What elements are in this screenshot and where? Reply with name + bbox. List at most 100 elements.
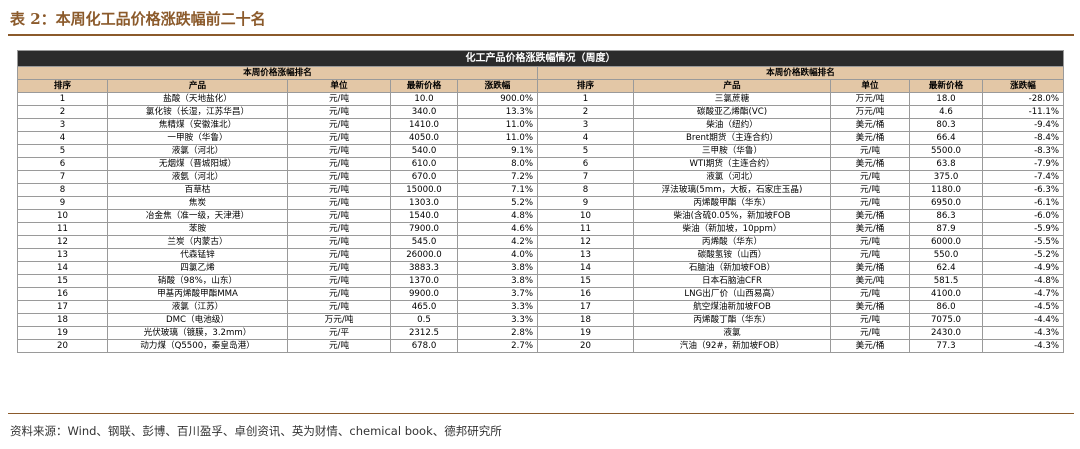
col-header-price: 最新价格 bbox=[909, 79, 983, 93]
rise-rank-cell: 6 bbox=[17, 157, 108, 171]
fall-product-cell: 丙烯酸（华东） bbox=[633, 235, 831, 249]
table-row: 5 液氯（河北） 元/吨 540.0 9.1% 5 三甲胺（华鲁） 元/吨 5500.0 -8.3… bbox=[17, 144, 1064, 158]
fall-price-cell: 7075.0 bbox=[909, 313, 983, 327]
col-header-change: 涨跌幅 bbox=[457, 79, 538, 93]
fall-change-cell: -7.4% bbox=[982, 170, 1064, 184]
fall-unit-cell: 元/吨 bbox=[830, 235, 910, 249]
fall-price-cell: 2430.0 bbox=[909, 326, 983, 340]
rise-unit-cell: 万元/吨 bbox=[287, 313, 391, 327]
rise-rank-cell: 7 bbox=[17, 170, 108, 184]
rise-rank-cell: 5 bbox=[17, 144, 108, 158]
page-title: 表 2：本周化工品价格涨跌幅前二十名 bbox=[10, 10, 266, 28]
table-row: 7 液氨（河北） 元/吨 670.0 7.2% 7 液氯（河北） 元/吨 375.0 -7.4% bbox=[17, 170, 1064, 184]
rise-unit-cell: 元/吨 bbox=[287, 287, 391, 301]
table-row: 14 四氯乙烯 元/吨 3883.3 3.8% 14 石脑油（新加坡FOB） 美元/桶 62.4… bbox=[17, 261, 1064, 275]
fall-change-cell: -9.4% bbox=[982, 118, 1064, 132]
rise-price-cell: 7900.0 bbox=[390, 222, 458, 236]
rise-price-cell: 545.0 bbox=[390, 235, 458, 249]
fall-product-cell: 丙烯酸丁酯（华东） bbox=[633, 313, 831, 327]
rise-change-cell: 3.3% bbox=[457, 313, 538, 327]
rise-rank-cell: 10 bbox=[17, 209, 108, 223]
rise-unit-cell: 元/吨 bbox=[287, 339, 391, 353]
table-row: 17 液氯（江苏） 元/吨 465.0 3.3% 17 航空煤油新加坡FOB 美元/桶 86.0… bbox=[17, 300, 1064, 314]
fall-change-cell: -8.4% bbox=[982, 131, 1064, 145]
fall-change-cell: -7.9% bbox=[982, 157, 1064, 171]
title-divider bbox=[8, 34, 1074, 36]
source-note: 资料来源：Wind、钢联、彭博、百川盈孚、卓创资讯、英为财情、chemical … bbox=[10, 424, 502, 438]
fall-rank-cell: 10 bbox=[537, 209, 634, 223]
fall-unit-cell: 元/吨 bbox=[830, 313, 910, 327]
fall-rank-cell: 19 bbox=[537, 326, 634, 340]
fall-product-cell: 液氯（河北） bbox=[633, 170, 831, 184]
rise-price-cell: 4050.0 bbox=[390, 131, 458, 145]
fall-price-cell: 1180.0 bbox=[909, 183, 983, 197]
rise-price-cell: 540.0 bbox=[390, 144, 458, 158]
rise-rank-cell: 3 bbox=[17, 118, 108, 132]
fall-change-cell: -11.1% bbox=[982, 105, 1064, 119]
rise-price-cell: 1370.0 bbox=[390, 274, 458, 288]
rise-product-cell: 液氯（河北） bbox=[107, 144, 288, 158]
table-row: 12 兰炭（内蒙古） 元/吨 545.0 4.2% 12 丙烯酸（华东） 元/吨 6000.0-… bbox=[17, 235, 1064, 249]
rise-unit-cell: 元/平 bbox=[287, 326, 391, 340]
rise-change-cell: 2.7% bbox=[457, 339, 538, 353]
fall-price-cell: 66.4 bbox=[909, 131, 983, 145]
fall-change-cell: -5.5% bbox=[982, 235, 1064, 249]
table-row: 10 冶金焦（准一级，天津港） 元/吨 1540.0 4.8% 10 柴油(含硫0.05%，… bbox=[17, 209, 1064, 223]
col-header-product: 产品 bbox=[107, 79, 288, 93]
table-title-row: 化工产品价格涨跌幅情况（周度） bbox=[17, 50, 1064, 67]
rise-product-cell: 苯胺 bbox=[107, 222, 288, 236]
fall-change-cell: -6.3% bbox=[982, 183, 1064, 197]
rise-unit-cell: 元/吨 bbox=[287, 118, 391, 132]
rise-product-cell: 动力煤（Q5500，秦皇岛港） bbox=[107, 339, 288, 353]
rise-rank-cell: 16 bbox=[17, 287, 108, 301]
rise-change-cell: 5.2% bbox=[457, 196, 538, 210]
fall-product-cell: 柴油（新加坡，10ppm） bbox=[633, 222, 831, 236]
rise-unit-cell: 元/吨 bbox=[287, 157, 391, 171]
col-header-product: 产品 bbox=[633, 79, 831, 93]
fall-price-cell: 63.8 bbox=[909, 157, 983, 171]
fall-product-cell: 汽油（92#，新加坡FOB） bbox=[633, 339, 831, 353]
rise-product-cell: 液氯（江苏） bbox=[107, 300, 288, 314]
fall-rank-cell: 13 bbox=[537, 248, 634, 262]
rise-change-cell: 11.0% bbox=[457, 131, 538, 145]
fall-product-cell: 石脑油（新加坡FOB） bbox=[633, 261, 831, 275]
rise-change-cell: 3.8% bbox=[457, 261, 538, 275]
fall-unit-cell: 万元/吨 bbox=[830, 92, 910, 106]
rise-product-cell: 光伏玻璃（镀膜，3.2mm） bbox=[107, 326, 288, 340]
rise-price-cell: 2312.5 bbox=[390, 326, 458, 340]
right-section-title: 本周价格跌幅排名 bbox=[537, 66, 1064, 80]
rise-price-cell: 15000.0 bbox=[390, 183, 458, 197]
rise-change-cell: 3.7% bbox=[457, 287, 538, 301]
rise-rank-cell: 20 bbox=[17, 339, 108, 353]
fall-unit-cell: 元/吨 bbox=[830, 183, 910, 197]
rise-product-cell: 四氯乙烯 bbox=[107, 261, 288, 275]
rise-change-cell: 3.8% bbox=[457, 274, 538, 288]
rise-change-cell: 4.8% bbox=[457, 209, 538, 223]
section-header-row: 本周价格涨幅排名 本周价格跌幅排名 bbox=[17, 66, 1064, 80]
rise-price-cell: 465.0 bbox=[390, 300, 458, 314]
fall-change-cell: -5.2% bbox=[982, 248, 1064, 262]
fall-unit-cell: 美元/桶 bbox=[830, 222, 910, 236]
fall-product-cell: 液氯 bbox=[633, 326, 831, 340]
rise-change-cell: 7.2% bbox=[457, 170, 538, 184]
fall-unit-cell: 美元/桶 bbox=[830, 209, 910, 223]
fall-rank-cell: 4 bbox=[537, 131, 634, 145]
fall-rank-cell: 6 bbox=[537, 157, 634, 171]
rise-product-cell: DMC（电池级） bbox=[107, 313, 288, 327]
column-header-row: 排序 产品 单位 最新价格 涨跌幅 排序 产品 单位 最新价格 涨跌幅 bbox=[17, 79, 1064, 93]
rise-change-cell: 3.3% bbox=[457, 300, 538, 314]
fall-product-cell: WTI期货（主连合约） bbox=[633, 157, 831, 171]
fall-price-cell: 80.3 bbox=[909, 118, 983, 132]
col-header-change: 涨跌幅 bbox=[982, 79, 1064, 93]
fall-price-cell: 6950.0 bbox=[909, 196, 983, 210]
fall-unit-cell: 元/吨 bbox=[830, 287, 910, 301]
rise-rank-cell: 4 bbox=[17, 131, 108, 145]
fall-product-cell: 航空煤油新加坡FOB bbox=[633, 300, 831, 314]
fall-product-cell: 柴油（纽约） bbox=[633, 118, 831, 132]
rise-unit-cell: 元/吨 bbox=[287, 248, 391, 262]
table-row: 2 氯化铵（长湿，江苏华昌） 元/吨 340.0 13.3% 2 碳酸亚乙烯酯(VC) 万元/… bbox=[17, 105, 1064, 119]
rise-product-cell: 盐酸（天地盐化） bbox=[107, 92, 288, 106]
rise-rank-cell: 18 bbox=[17, 313, 108, 327]
table-row: 4 一甲胺（华鲁） 元/吨 4050.0 11.0% 4 Brent期货（主连合约） 美元/桶… bbox=[17, 131, 1064, 145]
rise-rank-cell: 13 bbox=[17, 248, 108, 262]
